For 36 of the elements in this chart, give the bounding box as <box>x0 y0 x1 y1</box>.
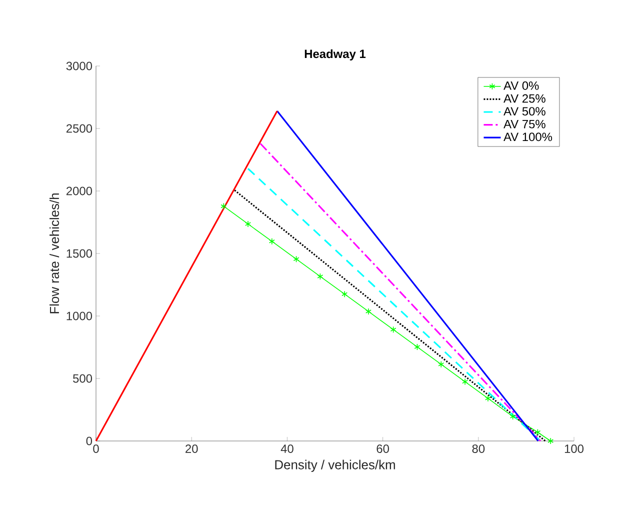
chart-title: Headway 1 <box>304 49 366 60</box>
legend-label: AV 75% <box>504 120 546 128</box>
y-tick-label: 0 <box>86 436 92 446</box>
point <box>342 290 348 298</box>
x-tick-label: 60 <box>376 444 389 453</box>
point <box>245 220 251 228</box>
point <box>390 326 396 333</box>
y-axis-title: Flow rate / vehicles/h <box>50 194 60 314</box>
y-tick-label: 1500 <box>66 249 92 258</box>
x-tick-label: 100 <box>564 444 584 453</box>
y-tick-label: 3000 <box>66 62 92 70</box>
point <box>268 238 275 245</box>
point <box>548 438 554 444</box>
point <box>534 428 541 436</box>
legend-label: AV 25% <box>504 94 546 103</box>
y-tick-label: 1000 <box>66 312 92 320</box>
point <box>220 202 227 210</box>
legend-label: AV 50% <box>504 107 546 116</box>
y-tick-label: 500 <box>73 374 92 383</box>
point <box>293 256 300 262</box>
point <box>317 273 324 280</box>
y-tick-label: 2500 <box>66 124 92 133</box>
point <box>462 378 468 386</box>
x-axis-title: Density / vehicles/km <box>275 460 395 472</box>
point <box>438 360 444 368</box>
x-tick-label: 80 <box>472 444 485 453</box>
x-tick-label: 20 <box>186 444 198 453</box>
point <box>510 413 516 420</box>
x-tick-label: 40 <box>280 444 294 453</box>
point <box>414 344 420 350</box>
point <box>365 308 372 315</box>
x-tick-label: 0 <box>93 444 99 453</box>
legend-label: AV 100% <box>504 132 552 142</box>
point <box>484 394 491 402</box>
y-tick-label: 2000 <box>66 186 92 196</box>
legend-label: AV 0% <box>504 81 539 90</box>
